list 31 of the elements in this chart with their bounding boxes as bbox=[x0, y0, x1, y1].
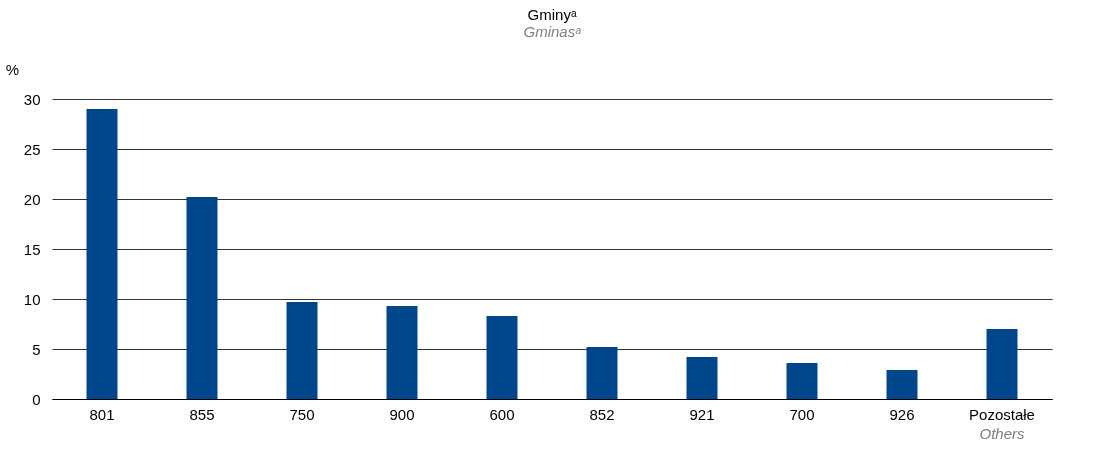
bar bbox=[186, 197, 218, 399]
x-tick-label: 855 bbox=[189, 405, 215, 423]
bar bbox=[686, 357, 718, 399]
y-tick-label: 5 bbox=[32, 340, 41, 358]
y-tick-label: 0 bbox=[32, 390, 41, 408]
bar bbox=[386, 306, 418, 399]
chart-title: Gminyᵃ bbox=[527, 6, 577, 23]
y-tick-label: 15 bbox=[23, 240, 41, 258]
y-tick-label: 25 bbox=[23, 140, 41, 158]
bar bbox=[586, 347, 618, 399]
x-tick-label: 926 bbox=[889, 405, 915, 423]
x-tick-label: 600 bbox=[489, 405, 515, 423]
text: Others bbox=[979, 425, 1026, 442]
bar bbox=[86, 109, 118, 399]
y-axis-title: % bbox=[5, 60, 20, 78]
x-tick-label: 700 bbox=[789, 405, 815, 423]
chart-subtitle: Gminasᵃ bbox=[523, 23, 582, 40]
bar bbox=[986, 329, 1018, 399]
bar bbox=[786, 363, 818, 399]
x-tick-label: Pozostałe bbox=[969, 405, 1035, 423]
x-tick-label: 750 bbox=[289, 405, 315, 423]
bar bbox=[886, 370, 918, 399]
bar bbox=[486, 316, 518, 399]
x-tick-label: 852 bbox=[589, 405, 615, 423]
y-tick-label: 30 bbox=[23, 90, 41, 108]
x-tick-label: 921 bbox=[689, 405, 715, 423]
bar bbox=[286, 302, 318, 399]
x-tick-label: 900 bbox=[389, 405, 415, 423]
y-tick-label: 10 bbox=[23, 290, 41, 308]
y-tick-label: 20 bbox=[23, 190, 41, 208]
x-tick-label: 801 bbox=[89, 405, 115, 423]
